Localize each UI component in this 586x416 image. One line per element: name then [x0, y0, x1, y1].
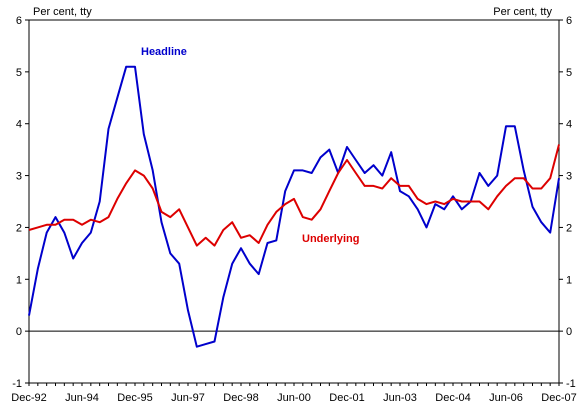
x-tick-label: Dec-98 [223, 392, 258, 404]
underlying-series-line [28, 144, 560, 247]
y-tick-label-right: 3 [566, 171, 572, 183]
y-tick-label-left: 5 [16, 67, 22, 79]
x-tick-label: Dec-07 [541, 392, 576, 404]
y-tick-label-left: 1 [16, 274, 22, 286]
y-tick-label-right: 0 [566, 326, 572, 338]
x-tick-label: Jun-06 [489, 392, 523, 404]
x-tick-label: Jun-00 [277, 392, 311, 404]
y-tick-label-left: 4 [16, 119, 22, 131]
headline-series-line [28, 65, 560, 348]
y-tick-label-left: 2 [16, 222, 22, 234]
headline-series-label: Headline [141, 46, 187, 58]
y-tick-label-left: 6 [16, 15, 22, 27]
right-axis-unit-label: Per cent, tty [493, 6, 552, 18]
x-tick-label: Dec-01 [329, 392, 364, 404]
y-tick-label-right: 2 [566, 222, 572, 234]
y-tick-label-right: 1 [566, 274, 572, 286]
y-tick-label-right: 4 [566, 119, 572, 131]
underlying-series-label: Underlying [302, 233, 359, 245]
x-tick-label: Dec-92 [11, 392, 46, 404]
y-tick-label-right: -1 [566, 378, 576, 390]
left-axis-unit-label: Per cent, tty [33, 6, 92, 18]
x-tick-label: Dec-04 [435, 392, 470, 404]
x-tick-label: Jun-94 [65, 392, 99, 404]
x-tick-label: Jun-03 [383, 392, 417, 404]
y-tick-label-left: 3 [16, 171, 22, 183]
x-tick-label: Dec-95 [117, 392, 152, 404]
y-tick-label-right: 5 [566, 67, 572, 79]
y-tick-label-left: -1 [12, 378, 22, 390]
y-tick-label-left: 0 [16, 326, 22, 338]
x-tick-label: Jun-97 [171, 392, 205, 404]
y-tick-label-right: 6 [566, 15, 572, 27]
